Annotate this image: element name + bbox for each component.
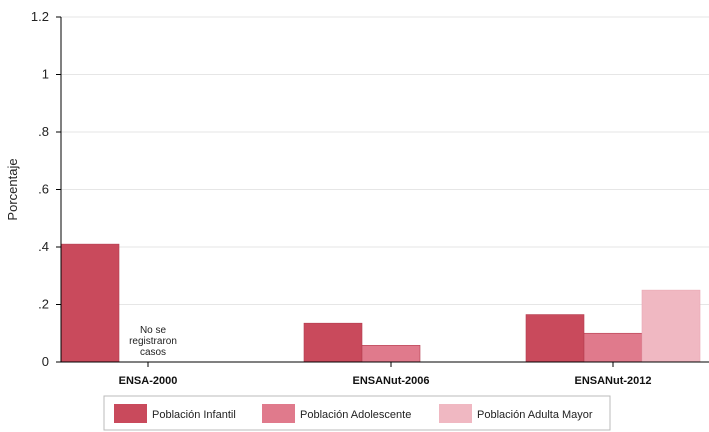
- y-tick-label: 1.2: [31, 9, 49, 24]
- legend-label: Población Infantil: [152, 409, 236, 421]
- x-category-labels: ENSA-2000 ENSANut-2006 ENSANut-2012: [119, 362, 652, 387]
- legend-swatch: [114, 404, 147, 423]
- legend-box: [103, 395, 611, 431]
- annotation-line: casos: [140, 347, 166, 358]
- legend-swatch: [439, 404, 472, 423]
- bar: [525, 314, 585, 363]
- x-category-label: ENSANut-2006: [352, 375, 429, 387]
- annotation-line: registraron: [129, 336, 177, 347]
- y-tick-label: 1: [42, 67, 49, 82]
- grid-lines: [61, 16, 709, 305]
- y-tick-label: .8: [38, 124, 49, 139]
- annotation-line: No se: [140, 325, 167, 336]
- bar: [583, 332, 643, 363]
- legend: Población Infantil Población Adolescente P…: [103, 395, 611, 431]
- y-tick-label: .2: [38, 297, 49, 312]
- y-tick-label: .4: [38, 239, 49, 254]
- bar: [303, 322, 363, 363]
- bars: [60, 243, 701, 363]
- bar: [60, 243, 120, 363]
- legend-swatch: [262, 404, 295, 423]
- y-tick-label: 0: [42, 354, 49, 369]
- y-tick-label: .6: [38, 182, 49, 197]
- x-category-label: ENSANut-2012: [574, 375, 651, 387]
- bar: [361, 345, 421, 363]
- y-ticks: 0 .2 .4 .6 .8 1 1.2: [31, 9, 61, 369]
- x-category-label: ENSA-2000: [119, 375, 178, 387]
- legend-label: Población Adulta Mayor: [477, 409, 593, 421]
- legend-label: Población Adolescente: [300, 409, 411, 421]
- bar: [641, 289, 701, 363]
- y-axis-label: Porcentaje: [5, 158, 20, 220]
